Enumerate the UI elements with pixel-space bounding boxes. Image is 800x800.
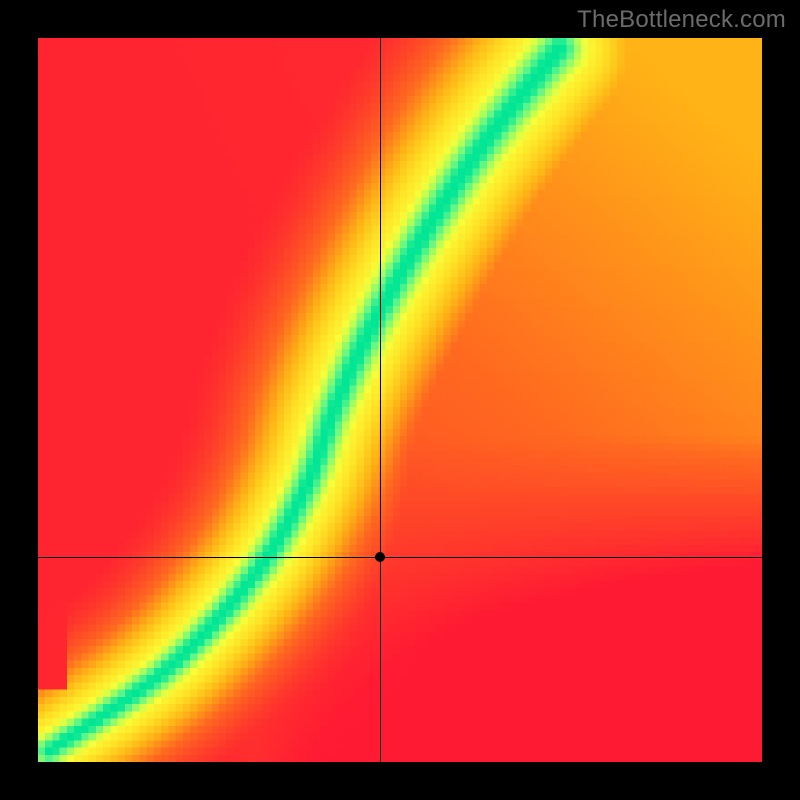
- crosshair-marker: [375, 552, 385, 562]
- root-container: TheBottleneck.com: [0, 0, 800, 800]
- crosshair-vertical: [380, 38, 381, 762]
- heatmap-plot: [38, 38, 762, 762]
- heatmap-canvas: [38, 38, 762, 762]
- watermark-text: TheBottleneck.com: [577, 6, 786, 34]
- crosshair-horizontal: [38, 557, 762, 558]
